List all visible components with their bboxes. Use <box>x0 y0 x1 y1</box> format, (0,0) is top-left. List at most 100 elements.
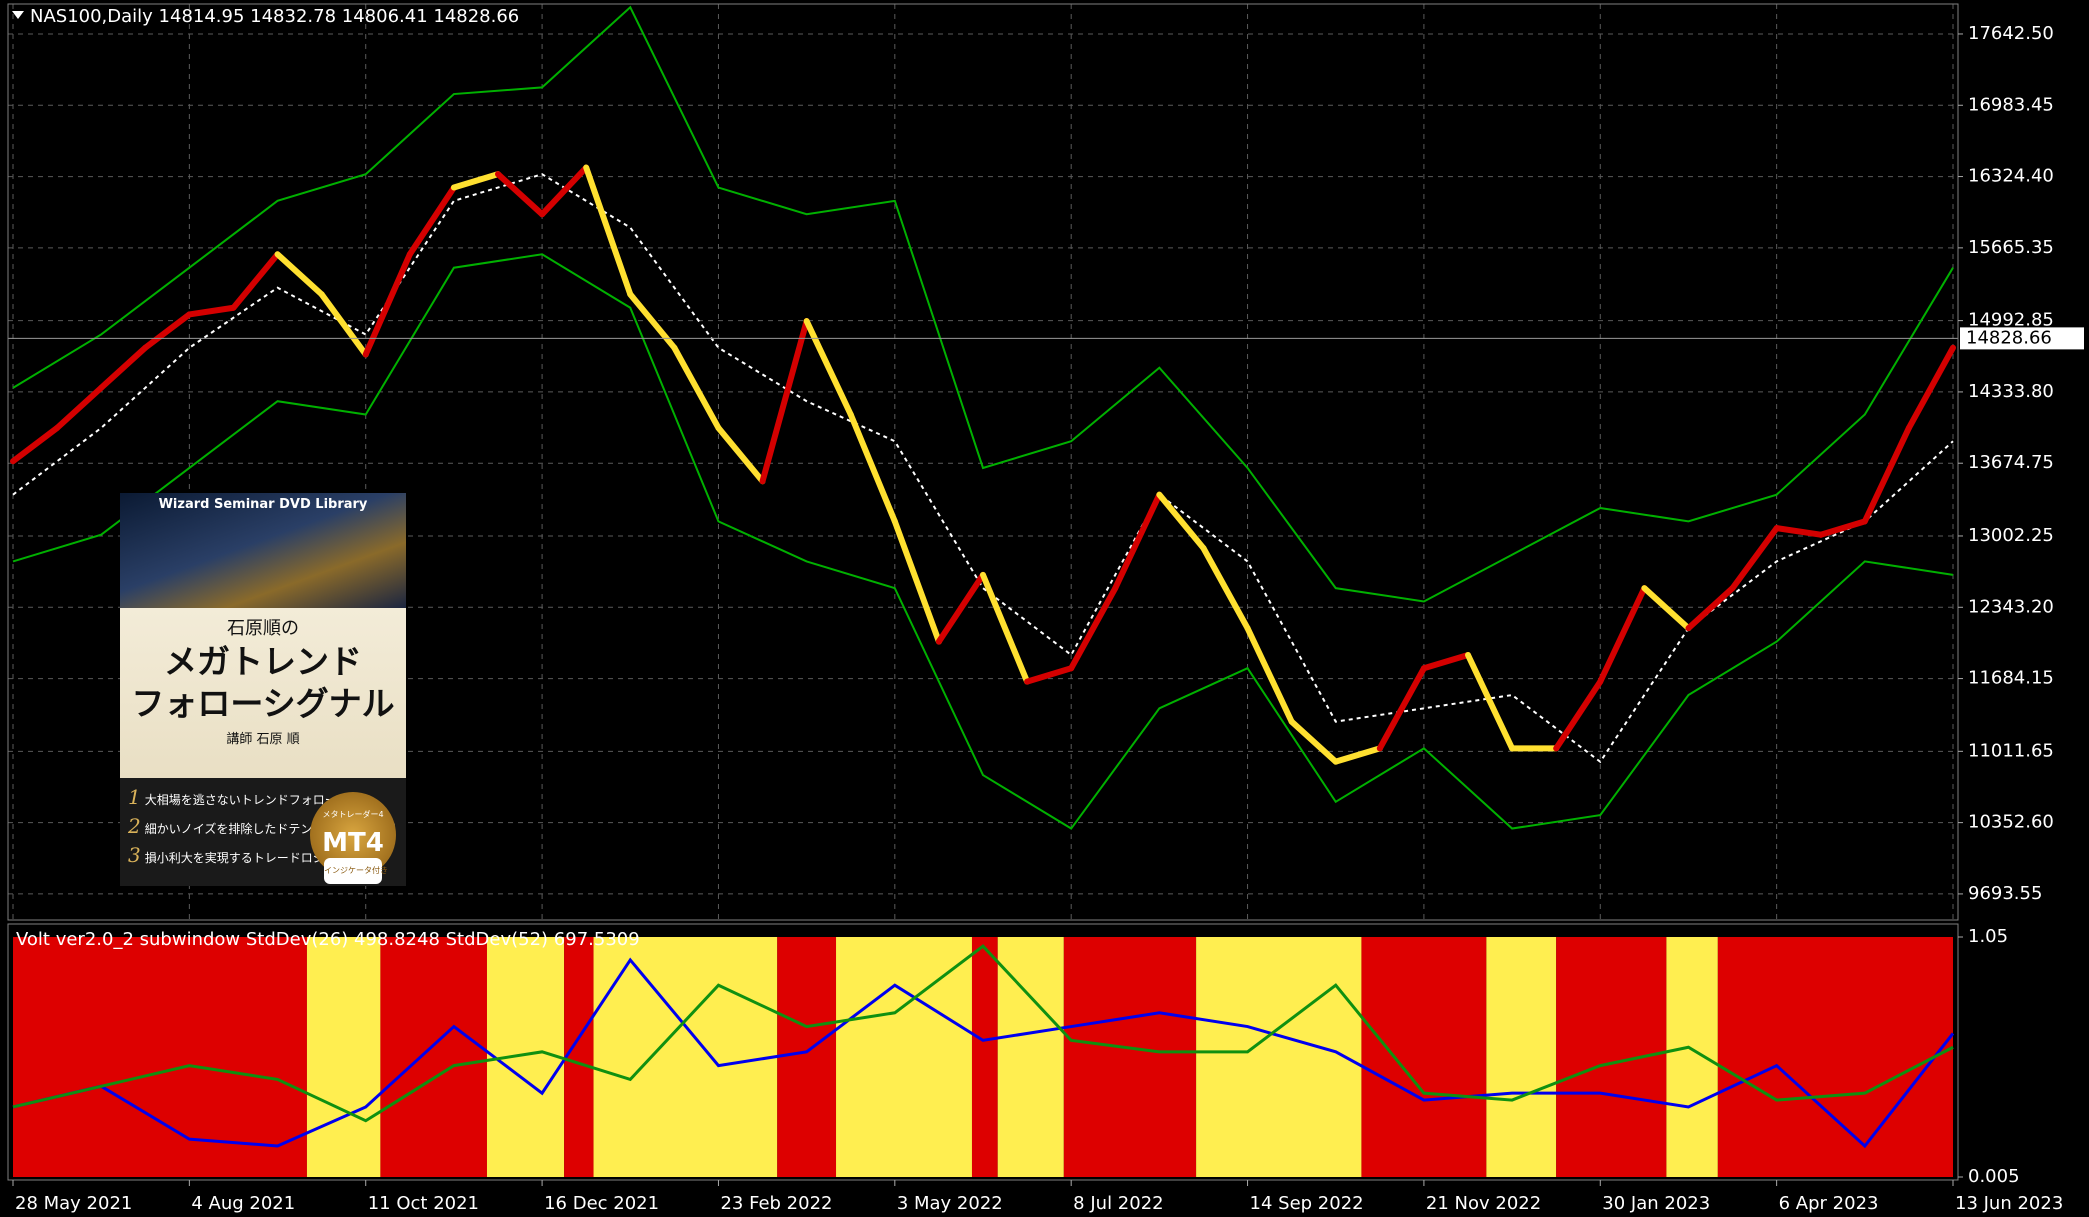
price-segment <box>847 411 898 525</box>
price-segment <box>1288 718 1339 765</box>
x-tick-label: 16 Dec 2021 <box>544 1193 659 1214</box>
x-tick-label: 13 Jun 2023 <box>1955 1193 2063 1214</box>
last-price-label: 14828.66 <box>1966 327 2052 348</box>
price-segment <box>1817 518 1868 538</box>
price-segment <box>142 311 193 351</box>
price-segment <box>450 171 501 191</box>
ad-points: 1 大相場を逃さないトレンドフォロー 2 細かいノイズを排除したドテンシステムを採用… <box>120 778 406 886</box>
regime-band <box>593 937 778 1177</box>
ad-title: フォローシグナル <box>131 684 395 723</box>
price-segment <box>1244 625 1295 725</box>
menu-triangle[interactable] <box>12 11 24 19</box>
regime-band <box>1717 937 1953 1177</box>
regime-band <box>1486 937 1557 1177</box>
price-segment <box>759 318 810 485</box>
y-tick-label: 12343.20 <box>1968 596 2054 617</box>
ad-author: 石原順の <box>227 618 299 639</box>
x-tick-label: 23 Feb 2022 <box>720 1193 832 1214</box>
y-tick-label: 11011.65 <box>1968 740 2054 761</box>
regime-band <box>1196 937 1362 1177</box>
price-segment <box>715 424 766 485</box>
price-segment <box>495 171 546 218</box>
price-segment <box>1376 665 1427 752</box>
x-tick-label: 28 May 2021 <box>15 1193 132 1214</box>
subwindow-title: Volt ver2.0_2 subwindow StdDev(26) 498.8… <box>16 929 640 950</box>
band-line <box>12 253 1954 830</box>
price-segment <box>406 184 457 258</box>
y-tick-label: 16983.45 <box>1968 94 2054 115</box>
regime-band <box>971 937 998 1177</box>
y-tick-label: 16324.40 <box>1968 166 2054 187</box>
x-tick-label: 4 Aug 2021 <box>191 1193 295 1214</box>
price-segment <box>1112 491 1163 592</box>
price-segment <box>274 251 325 298</box>
price-segment <box>1420 652 1471 672</box>
price-segment <box>1597 585 1648 685</box>
price-segment <box>803 318 854 418</box>
price-segment <box>1156 491 1207 552</box>
ad-header: Wizard Seminar DVD Library <box>120 493 406 608</box>
price-segment <box>1729 525 1780 592</box>
regime-band <box>564 937 594 1177</box>
y-tick-label: 15665.35 <box>1968 237 2054 258</box>
badge-main: MT4 <box>322 828 384 858</box>
ad-point-text: 大相場を逃さないトレンドフォロー <box>144 793 337 807</box>
price-segment <box>1024 665 1075 685</box>
regime-band <box>380 937 487 1177</box>
regime-band <box>1361 937 1487 1177</box>
price-segment <box>1332 745 1383 765</box>
badge-top: メタトレーダー4 <box>322 810 384 819</box>
price-segment <box>891 518 942 645</box>
ad-point-num: 3 <box>128 843 141 867</box>
ad-point: 1 大相場を逃さないトレンドフォロー <box>128 784 406 813</box>
x-tick-label: 8 Jul 2022 <box>1073 1193 1163 1214</box>
indicator-line <box>12 944 1954 1123</box>
ad-point-num: 2 <box>128 814 141 838</box>
ad-point-text: 損小利大を実現するトレードロジック <box>144 851 349 865</box>
main-plot <box>8 4 1958 1177</box>
ad-point: 3 損小利大を実現するトレードロジック <box>128 842 406 871</box>
badge-bottom: インジケータ付き <box>324 858 388 884</box>
regime-band <box>486 937 565 1177</box>
price-segment <box>1465 652 1516 752</box>
x-tick-label: 3 May 2022 <box>897 1193 1003 1214</box>
y-tick-label: 13002.25 <box>1968 525 2054 546</box>
band-line <box>12 5 1954 603</box>
price-segment <box>1068 585 1119 672</box>
price-segment <box>1905 344 1956 431</box>
regime-band <box>836 937 972 1177</box>
ad-cover: 石原順の メガトレンド フォローシグナル 講師 石原 順 <box>120 608 406 778</box>
x-tick-label: 14 Sep 2022 <box>1250 1193 1364 1214</box>
ad-title: メガトレンド <box>164 642 362 681</box>
regime-band <box>997 937 1064 1177</box>
chart-title: NAS100,Daily 14814.95 14832.78 14806.41 … <box>30 6 519 27</box>
price-segment <box>1685 585 1736 632</box>
price-segment <box>186 304 237 318</box>
price-segment <box>362 251 413 358</box>
y-tick-label: 13674.75 <box>1968 452 2054 473</box>
price-segment <box>1641 585 1692 632</box>
regime-band <box>1556 937 1667 1177</box>
price-segment <box>980 571 1031 685</box>
regime-band <box>777 937 837 1177</box>
x-tick-label: 6 Apr 2023 <box>1779 1193 1879 1214</box>
y-tick-label: 14333.80 <box>1968 381 2054 402</box>
ad-banner[interactable]: Wizard Seminar DVD Library 石原順の メガトレンド フ… <box>120 493 406 886</box>
x-tick-label: 30 Jan 2023 <box>1602 1193 1710 1214</box>
price-segment <box>671 344 722 431</box>
mt4-badge: メタトレーダー4 MT4 インジケータ付き <box>310 792 396 884</box>
price-segment <box>935 571 986 645</box>
y-tick-label: 9693.55 <box>1968 883 2042 904</box>
x-tick-label: 11 Oct 2021 <box>368 1193 479 1214</box>
price-segment <box>1553 678 1604 752</box>
regime-band <box>306 937 381 1177</box>
y-tick-label: 10352.60 <box>1968 812 2054 833</box>
main-frame <box>7 3 1959 921</box>
price-segment <box>583 164 634 298</box>
y-tick-label: 0.005 <box>1968 1166 2020 1187</box>
price-segment <box>230 251 281 311</box>
indicator-line <box>12 957 1955 1149</box>
y-tick-label: 14992.85 <box>1968 310 2054 331</box>
